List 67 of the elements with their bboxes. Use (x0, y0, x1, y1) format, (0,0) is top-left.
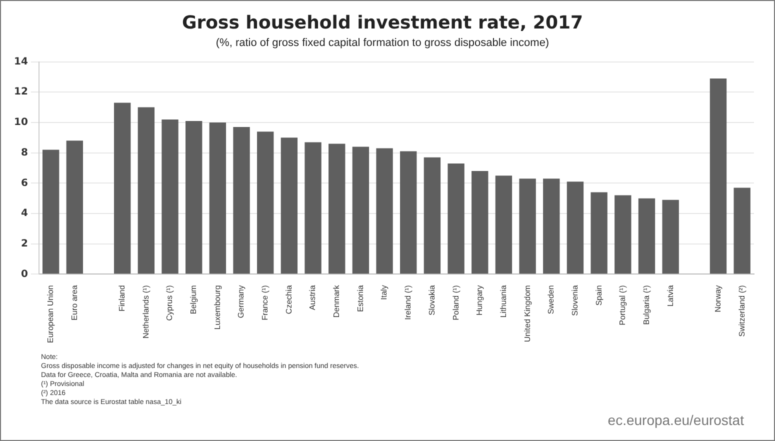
bar (328, 144, 346, 274)
x-tick-label: Portugal (¹) (618, 284, 628, 326)
x-tick-label: United Kingdom (522, 284, 532, 342)
x-tick-label: Italy (380, 285, 389, 300)
x-tick-label: Germany (236, 285, 246, 318)
text: ec.europa.eu/eurostat (608, 412, 744, 428)
x-tick-label: Estonia (356, 284, 365, 312)
bar (114, 102, 131, 274)
bar (304, 142, 322, 274)
bar (209, 122, 226, 274)
y-tick-label: 12 (14, 86, 28, 98)
y-tick-label: 6 (20, 178, 28, 189)
bar (590, 192, 608, 274)
bar (566, 182, 584, 274)
bar (734, 188, 750, 274)
bar (543, 178, 560, 274)
bar (638, 198, 656, 274)
bar (138, 107, 155, 274)
bar (448, 163, 464, 274)
bar (42, 150, 60, 274)
bar (614, 195, 632, 274)
bar (352, 146, 370, 274)
x-tick-label: Euro area (70, 284, 79, 320)
x-tick-label: Norway (713, 285, 722, 312)
bar (186, 120, 202, 274)
x-tick-label: Hungary (475, 285, 484, 316)
x-tick-label: Latvia (666, 284, 675, 307)
x-tick-label: Lithuania (498, 284, 508, 318)
chart-subtitle: (%, ratio of gross fixed capital formation to gross disposable income) (216, 37, 550, 50)
x-tick-label: Luxembourg (212, 285, 222, 330)
x-tick-label: Austria (308, 284, 318, 310)
y-tick-label: 2 (20, 238, 28, 250)
x-tick-label: European Union (46, 285, 56, 344)
bar (472, 171, 488, 274)
x-tick-label: France (¹) (260, 284, 270, 320)
x-tick-label: Bulgaria (¹) (642, 284, 651, 325)
x-tick-label: Cyprus (¹) (165, 284, 174, 321)
bar (495, 176, 512, 274)
y-tick-label: 8 (20, 147, 28, 158)
x-tick-label: Sweden (546, 285, 556, 314)
bar (162, 119, 178, 274)
x-tick-label: Denmark (332, 284, 342, 318)
bar (257, 132, 274, 274)
bar (519, 178, 536, 274)
bar (233, 127, 250, 274)
x-tick-label: Finland (118, 285, 127, 312)
chart-title: Gross household investment rate, 2017 (182, 12, 584, 34)
bar (280, 138, 298, 274)
bar (376, 148, 393, 274)
y-tick-label: 4 (20, 208, 28, 220)
x-tick-label: Slovakia (427, 284, 436, 316)
x-tick-label: Czechia (284, 284, 294, 314)
y-tick-label: 0 (20, 268, 28, 280)
x-tick-label: Belgium (189, 284, 198, 314)
bar (710, 78, 727, 274)
x-tick-label: Netherlands (¹) (141, 284, 150, 339)
x-tick-label: Slovenia (570, 284, 580, 316)
x-tick-label: Ireland (¹) (404, 284, 413, 320)
bar (662, 200, 679, 274)
bar (424, 157, 441, 274)
x-tick-label: Poland (¹) (451, 284, 460, 320)
y-tick-label: 10 (14, 117, 28, 128)
x-tick-label: Switzerland (²) (737, 284, 746, 337)
y-tick-label: 14 (14, 56, 28, 68)
bar (400, 151, 417, 274)
x-tick-label: Spain (594, 285, 604, 306)
bar (66, 140, 84, 274)
